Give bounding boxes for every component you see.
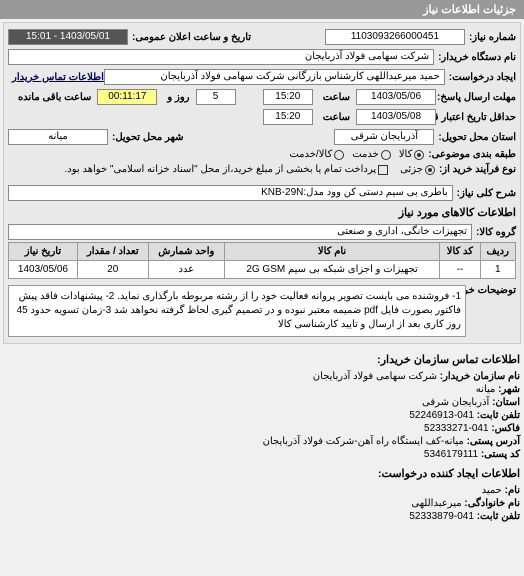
deadline-time: 15:20	[263, 89, 313, 105]
c-lname-label: نام خانوادگی:	[464, 498, 520, 509]
process-type-label: نوع فرآیند خرید از:	[435, 164, 516, 175]
table-header: تعداد / مقدار	[77, 243, 148, 261]
buyer-desc-label: توضیحات خریدار:	[466, 285, 516, 296]
table-header: نام کالا	[224, 243, 439, 261]
panel-header: جزئیات اطلاعات نیاز	[0, 0, 524, 19]
c-name-label: نام:	[505, 485, 520, 496]
contact-section: اطلاعات تماس سازمان خریدار: نام سازمان خ…	[0, 347, 524, 529]
checkbox-icon	[378, 165, 388, 175]
need-desc-value: باطری بی سیم دستی کن وود مدل:KNB-29N	[8, 185, 453, 201]
goods-group-value: تجهیزات خانگی، اداری و صنعتی	[8, 224, 472, 240]
time-label-2: ساعت	[319, 112, 350, 123]
c-org-label: نام سازمان خریدار:	[440, 371, 520, 382]
radio-goods[interactable]: کالا	[399, 149, 425, 160]
c-cphone: 041-52333879	[409, 511, 474, 522]
details-panel: شماره نیاز: 1103093266000451 تاریخ و ساع…	[3, 22, 521, 344]
buyer-contact-link[interactable]: اطلاعات تماس خریدار	[8, 72, 104, 83]
radio-icon	[334, 150, 344, 160]
subject-type-group: کالا خدمت کالا/خدمت	[289, 149, 424, 160]
deadline-date: 1403/05/06	[356, 89, 436, 105]
c-lname: میرعبداللهی	[411, 498, 461, 509]
announce-date-value: 1403/05/01 - 15:01	[8, 29, 128, 45]
c-cphone-label: تلفن ثابت:	[477, 511, 520, 522]
c-city-label: شهر:	[498, 384, 520, 395]
province-value: آذربایجان شرقی	[334, 129, 434, 145]
radio-icon	[381, 150, 391, 160]
deadline-label: مهلت ارسال پاسخ:	[436, 92, 516, 103]
province-label: استان محل تحویل:	[434, 132, 516, 143]
c-addr-label: آدرس پستی:	[467, 436, 520, 447]
c-city: میانه	[476, 384, 496, 395]
goods-info-title: اطلاعات کالاهای مورد نیاز	[8, 203, 516, 222]
goods-group-label: گروه کالا:	[472, 227, 516, 238]
contact-title: اطلاعات تماس سازمان خریدار:	[4, 353, 520, 366]
radio-icon	[414, 150, 424, 160]
org-name-value: شرکت سهامی فولاد آذربایجان	[8, 49, 434, 65]
need-number-label: شماره نیاز:	[465, 32, 516, 43]
table-header: واحد شمارش	[148, 243, 224, 261]
validity-time: 15:20	[263, 109, 313, 125]
check-payment[interactable]: پرداخت تمام یا بخشی از مبلغ خرید،از محل …	[65, 164, 389, 175]
radio-icon	[425, 165, 435, 175]
need-desc-label: شرح کلی نیاز:	[453, 188, 516, 199]
announce-date-label: تاریخ و ساعت اعلان عمومی:	[128, 32, 251, 43]
table-cell: 1403/05/06	[9, 261, 78, 279]
creator-title: اطلاعات ایجاد کننده درخواست:	[4, 467, 520, 480]
c-name: حمید	[482, 485, 502, 496]
goods-table: ردیفکد کالانام کالاواحد شمارشتعداد / مقد…	[8, 242, 516, 279]
table-cell: 20	[77, 261, 148, 279]
buyer-desc-value: 1- فروشنده می بایست تصویر پروانه فعالیت …	[8, 285, 466, 337]
days-remain: 5	[196, 89, 236, 105]
radio-both[interactable]: کالا/خدمت	[289, 149, 344, 160]
requester-value: حمید میرعبداللهی کارشناس بازرگانی شرکت س…	[104, 69, 445, 85]
c-phone: 041-52246913	[409, 410, 474, 421]
table-cell: تجهیزات و اجزای شبکه بی سیم 2G GSM	[224, 261, 439, 279]
validity-label: حداقل تاریخ اعتبار قیمت: تا تاریخ:	[436, 112, 516, 123]
table-cell: عدد	[148, 261, 224, 279]
c-post-label: کد پستی:	[481, 449, 520, 460]
subject-type-label: طبقه بندی موضوعی:	[424, 149, 516, 160]
table-header: ردیف	[480, 243, 516, 261]
table-header: کد کالا	[440, 243, 480, 261]
radio-partial[interactable]: جزئی	[400, 164, 435, 175]
remain-label: ساعت باقی مانده	[14, 92, 91, 103]
city-value: میانه	[8, 129, 108, 145]
validity-date: 1403/05/08	[356, 109, 436, 125]
c-prov: آذربایجان شرقی	[422, 397, 489, 408]
c-prov-label: استان:	[492, 397, 520, 408]
and-label: روز و	[163, 92, 189, 103]
table-row: 1--تجهیزات و اجزای شبکه بی سیم 2G GSMعدد…	[9, 261, 516, 279]
requester-label: ایجاد درخواست:	[445, 72, 516, 83]
c-addr: میانه-کف ایستگاه راه آهن-شرکت فولاد آذرب…	[263, 436, 464, 447]
c-fax: 041-52333271	[424, 423, 489, 434]
org-name-label: نام دستگاه خریدار:	[434, 52, 516, 63]
c-post: 5346179111	[424, 449, 478, 460]
table-header: تاریخ نیاز	[9, 243, 78, 261]
radio-service[interactable]: خدمت	[352, 149, 391, 160]
c-org: شرکت سهامی فولاد آذربایجان	[313, 371, 437, 382]
table-cell: --	[440, 261, 480, 279]
c-phone-label: تلفن ثابت:	[477, 410, 520, 421]
time-label-1: ساعت	[319, 92, 350, 103]
c-fax-label: فاکس:	[491, 423, 520, 434]
table-cell: 1	[480, 261, 516, 279]
city-label: شهر محل تحویل:	[108, 132, 184, 143]
need-number-value: 1103093266000451	[325, 29, 465, 45]
time-remain: 00:11:17	[97, 89, 157, 105]
